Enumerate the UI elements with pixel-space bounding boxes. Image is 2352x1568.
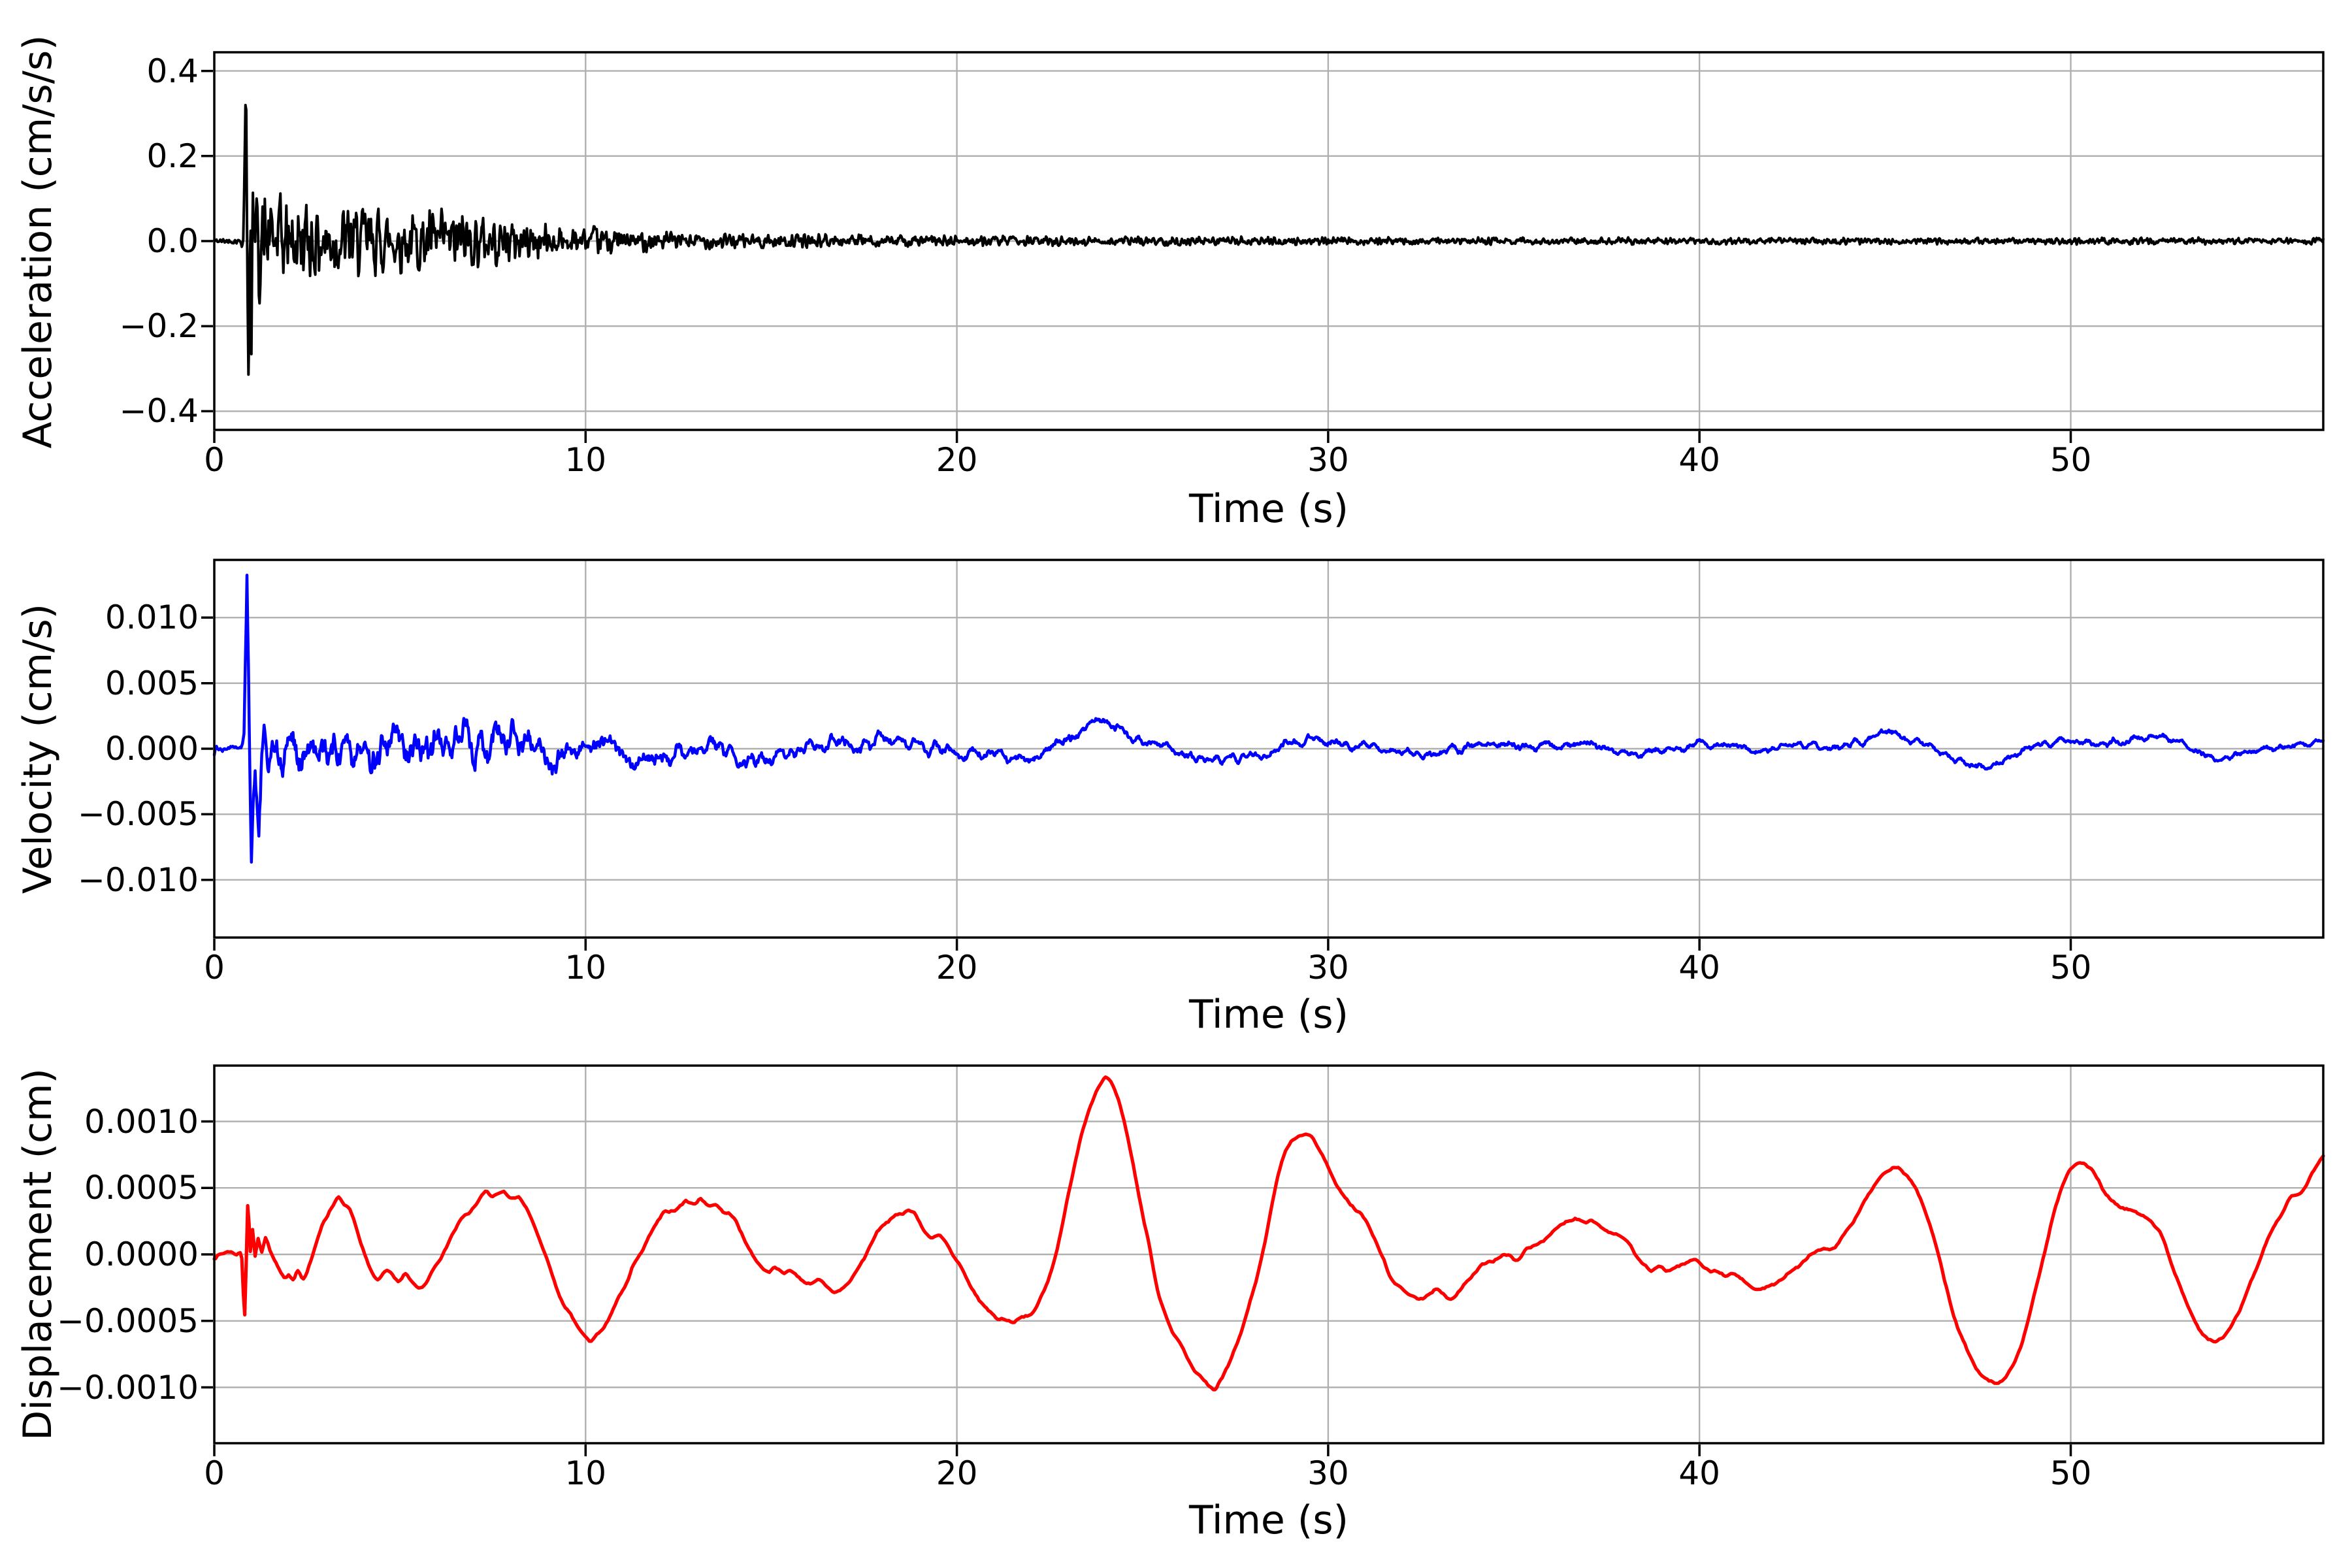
seismogram-figure: Acceleration (cm/s/s) Velocity (cm/s) Di…	[15, 35, 2325, 1543]
plots-canvas	[201, 51, 2325, 1456]
